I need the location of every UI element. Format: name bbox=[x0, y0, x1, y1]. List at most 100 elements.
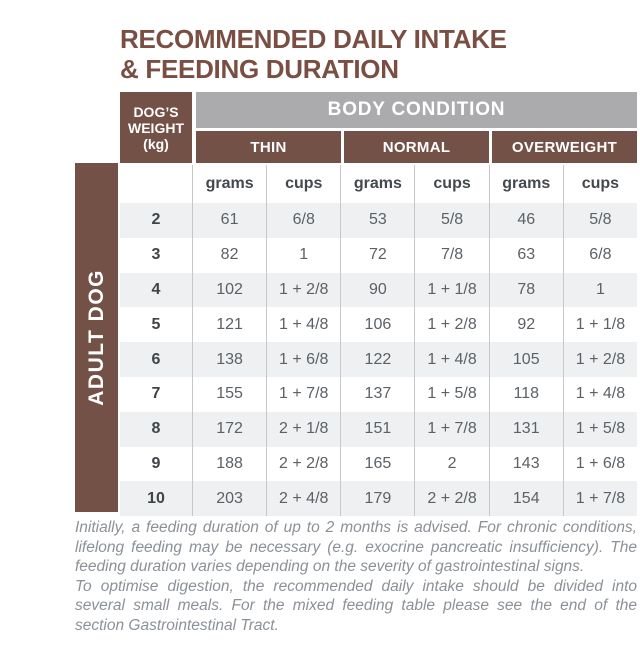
value-cell: 188 bbox=[192, 446, 266, 482]
adult-dog-label: ADULT DOG bbox=[84, 269, 108, 406]
value-cell: 90 bbox=[340, 272, 414, 308]
value-cell: 102 bbox=[192, 272, 266, 308]
value-cell: 1 + 4/8 bbox=[414, 342, 488, 377]
value-cell: 143 bbox=[488, 446, 563, 482]
value-cell: 105 bbox=[488, 342, 563, 377]
value-cell: 1 + 7/8 bbox=[562, 481, 637, 517]
weight-cell: 3 bbox=[151, 246, 161, 264]
page-title-line2: & FEEDING DURATION bbox=[120, 54, 399, 84]
value-cell: 92 bbox=[488, 307, 563, 343]
weight-cell: 10 bbox=[147, 489, 165, 507]
weight-cell: 8 bbox=[151, 420, 161, 438]
value-cell: 179 bbox=[340, 481, 414, 517]
value-cell: 154 bbox=[488, 481, 563, 517]
value-cell: 1 + 2/8 bbox=[562, 342, 637, 377]
value-cell: 1 + 5/8 bbox=[414, 376, 488, 412]
group-thin-header-cell: THIN bbox=[196, 131, 341, 163]
value-cell: 1 bbox=[562, 272, 637, 308]
table-row: 7 155 1 + 7/8 137 1 + 5/8 118 1 + 4/8 bbox=[120, 376, 637, 412]
table-row: 4 102 1 + 2/8 90 1 + 1/8 78 1 bbox=[120, 272, 637, 308]
note-paragraph-1: Initially, a feeding duration of up to 2… bbox=[75, 519, 637, 575]
weight-cell: 6 bbox=[151, 350, 161, 368]
value-cell: 7/8 bbox=[414, 237, 488, 273]
unit-header-row: grams cups grams cups grams cups bbox=[120, 165, 637, 203]
value-cell: 46 bbox=[488, 203, 563, 238]
value-cell: 1 bbox=[266, 237, 340, 273]
value-cell: 1 + 2/8 bbox=[414, 307, 488, 343]
value-cell: 118 bbox=[488, 376, 563, 412]
note-paragraph-2: To optimise digestion, the recommended d… bbox=[75, 577, 637, 634]
value-cell: 78 bbox=[488, 272, 563, 308]
value-cell: 106 bbox=[340, 307, 414, 343]
group-normal-header-cell: NORMAL bbox=[344, 131, 489, 163]
unit-header-cell: cups bbox=[414, 165, 488, 203]
table-row: 2 61 6/8 53 5/8 46 5/8 bbox=[120, 203, 637, 238]
unit-header-cell: cups bbox=[562, 165, 637, 203]
weight-header-line1: DOG’S bbox=[133, 103, 179, 120]
value-cell: 61 bbox=[192, 203, 266, 238]
page-title-line1: RECOMMENDED DAILY INTAKE bbox=[120, 24, 507, 54]
unit-header-cell: grams bbox=[340, 165, 414, 203]
value-cell: 63 bbox=[488, 237, 563, 273]
value-cell: 1 + 1/8 bbox=[414, 272, 488, 308]
weight-cell: 2 bbox=[151, 211, 161, 229]
value-cell: 1 + 1/8 bbox=[562, 307, 637, 343]
body-condition-header-block: BODY CONDITION THIN NORMAL OVERWEIGHT bbox=[196, 92, 637, 163]
value-cell: 122 bbox=[340, 342, 414, 377]
value-cell: 1 + 7/8 bbox=[414, 411, 488, 447]
value-cell: 1 + 6/8 bbox=[266, 342, 340, 377]
unit-header-cell: grams bbox=[488, 165, 563, 203]
table-header: DOG’S WEIGHT (kg) BODY CONDITION THIN NO… bbox=[120, 92, 637, 163]
value-cell: 5/8 bbox=[414, 203, 488, 238]
value-cell: 2 + 1/8 bbox=[266, 411, 340, 447]
weight-cell: 4 bbox=[151, 280, 161, 298]
value-cell: 131 bbox=[488, 411, 563, 447]
value-cell: 6/8 bbox=[266, 203, 340, 238]
body-condition-header-cell: BODY CONDITION bbox=[196, 92, 637, 128]
value-cell: 1 + 4/8 bbox=[562, 376, 637, 412]
weight-cell: 7 bbox=[151, 385, 161, 403]
value-cell: 172 bbox=[192, 411, 266, 447]
value-cell: 1 + 2/8 bbox=[266, 272, 340, 308]
value-cell: 137 bbox=[340, 376, 414, 412]
condition-group-row: THIN NORMAL OVERWEIGHT bbox=[196, 131, 637, 163]
weight-header-line3: (kg) bbox=[143, 135, 169, 152]
value-cell: 2 + 2/8 bbox=[414, 481, 488, 517]
value-cell: 203 bbox=[192, 481, 266, 517]
weight-header-line2: WEIGHT bbox=[128, 119, 184, 136]
value-cell: 53 bbox=[340, 203, 414, 238]
unit-header-cell: cups bbox=[266, 165, 340, 203]
value-cell: 1 + 4/8 bbox=[266, 307, 340, 343]
table-row: 8 172 2 + 1/8 151 1 + 7/8 131 1 + 5/8 bbox=[120, 411, 637, 447]
group-overweight-header-cell: OVERWEIGHT bbox=[492, 131, 637, 163]
weight-cell: 5 bbox=[151, 315, 161, 333]
value-cell: 5/8 bbox=[562, 203, 637, 238]
dogs-weight-header-cell: DOG’S WEIGHT (kg) bbox=[120, 92, 192, 163]
table-row: 3 82 1 72 7/8 63 6/8 bbox=[120, 237, 637, 273]
value-cell: 155 bbox=[192, 376, 266, 412]
value-cell: 165 bbox=[340, 446, 414, 482]
value-cell: 1 + 6/8 bbox=[562, 446, 637, 482]
unit-header-spacer-cell bbox=[120, 165, 192, 203]
value-cell: 151 bbox=[340, 411, 414, 447]
value-cell: 138 bbox=[192, 342, 266, 377]
table-body: 2 61 6/8 53 5/8 46 5/8 3 82 1 72 7/8 63 6/8 4 102 1 + 2/… bbox=[120, 203, 637, 517]
value-cell: 2 bbox=[414, 446, 488, 482]
value-cell: 2 + 4/8 bbox=[266, 481, 340, 517]
table-row: 6 138 1 + 6/8 122 1 + 4/8 105 1 + 2/8 bbox=[120, 342, 637, 377]
table-row: 9 188 2 + 2/8 165 2 143 1 + 6/8 bbox=[120, 446, 637, 482]
value-cell: 1 + 5/8 bbox=[562, 411, 637, 447]
value-cell: 6/8 bbox=[562, 237, 637, 273]
unit-header-cell: grams bbox=[192, 165, 266, 203]
table-row: 5 121 1 + 4/8 106 1 + 2/8 92 1 + 1/8 bbox=[120, 307, 637, 343]
page-title: RECOMMENDED DAILY INTAKE & FEEDING DURAT… bbox=[120, 24, 507, 84]
value-cell: 72 bbox=[340, 237, 414, 273]
value-cell: 1 + 7/8 bbox=[266, 376, 340, 412]
feeding-notes: Initially, a feeding duration of up to 2… bbox=[75, 518, 637, 635]
value-cell: 82 bbox=[192, 237, 266, 273]
feeding-table: DOG’S WEIGHT (kg) BODY CONDITION THIN NO… bbox=[120, 92, 637, 517]
value-cell: 2 + 2/8 bbox=[266, 446, 340, 482]
adult-dog-side-bar: ADULT DOG bbox=[75, 163, 118, 512]
value-cell: 121 bbox=[192, 307, 266, 343]
